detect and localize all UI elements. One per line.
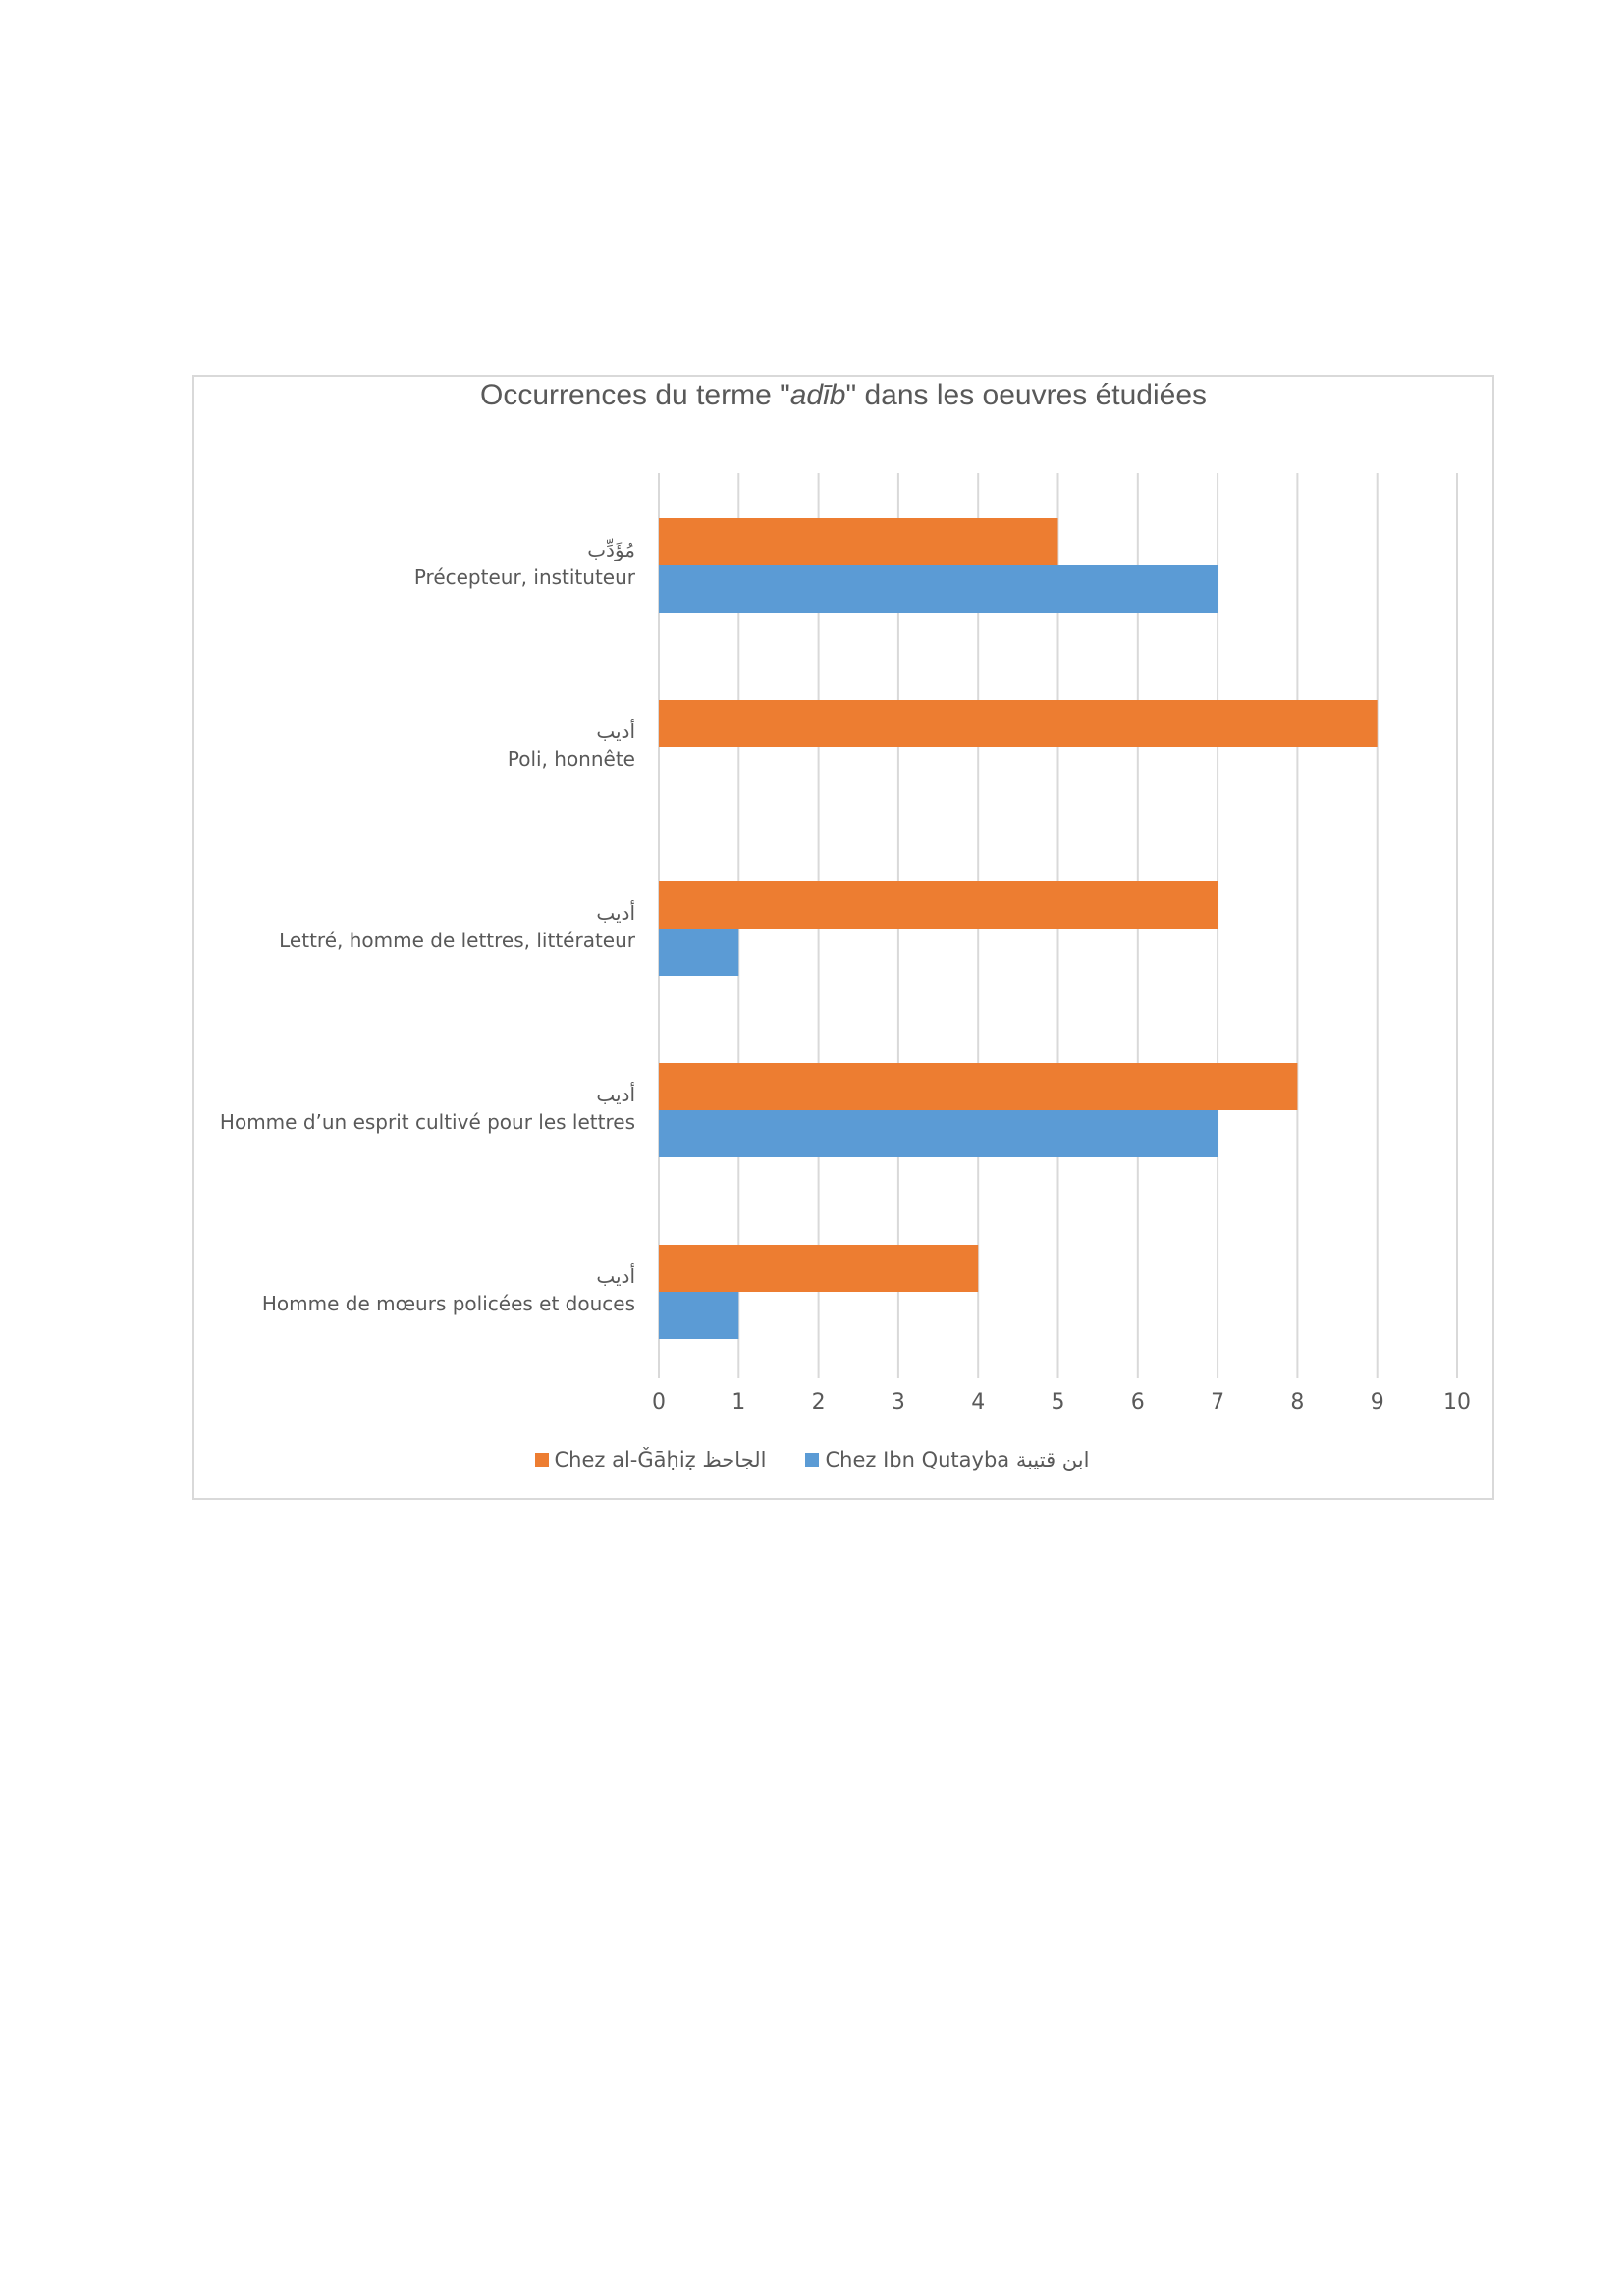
x-tick-7: 7 [1211, 1390, 1225, 1415]
chart-title-emphasis: adīb [789, 379, 846, 411]
legend-item-qutayba: Chez Ibn Qutayba ابن قتيبة [805, 1448, 1089, 1471]
category-label-2: أديب Lettré, homme de lettres, littérateu… [279, 899, 635, 954]
bar-qutayba-2 [659, 929, 739, 976]
chart-title-prefix: Occurrences du terme " [479, 379, 790, 411]
legend-swatch-jahiz [534, 1453, 549, 1467]
category-arabic-2: أديب [596, 901, 635, 925]
bar-qutayba-4 [659, 1292, 739, 1339]
legend: Chez al-Ǧāḥiẓ الجاحظ Chez Ibn Qutayba اب… [0, 1448, 1624, 1471]
x-tick-9: 9 [1370, 1390, 1384, 1415]
category-label-4: أديب Homme de mœurs policées et douces [262, 1262, 635, 1317]
x-tick-2: 2 [811, 1390, 826, 1415]
legend-swatch-qutayba [805, 1453, 820, 1467]
x-tick-5: 5 [1051, 1390, 1065, 1415]
x-tick-0: 0 [652, 1390, 666, 1415]
bar-jahiz-2 [659, 881, 1218, 929]
category-text-3: Homme d’un esprit cultivé pour les lettr… [219, 1110, 635, 1134]
x-tick-6: 6 [1130, 1390, 1145, 1415]
bar-qutayba-0 [659, 565, 1218, 613]
category-label-1: أديب Poli, honnête [508, 718, 635, 773]
category-arabic-0: مُؤَدِّب [587, 538, 635, 561]
bar-jahiz-0 [659, 518, 1058, 565]
legend-item-jahiz: Chez al-Ǧāḥiẓ الجاحظ [534, 1448, 767, 1471]
bar-jahiz-1 [659, 700, 1378, 747]
x-tick-8: 8 [1290, 1390, 1305, 1415]
bar-qutayba-3 [659, 1110, 1218, 1157]
category-text-0: Précepteur, instituteur [413, 565, 635, 589]
category-label-3: أديب Homme d’un esprit cultivé pour les l… [220, 1081, 635, 1136]
x-tick-1: 1 [731, 1390, 746, 1415]
x-tick-10: 10 [1443, 1390, 1471, 1415]
chart-title-suffix: " dans les oeuvres étudiées [845, 379, 1208, 411]
category-arabic-3: أديب [596, 1083, 635, 1106]
category-text-1: Poli, honnête [507, 747, 635, 771]
category-label-0: مُؤَدِّب Précepteur, instituteur [414, 536, 635, 591]
legend-label-jahiz: Chez al-Ǧāḥiẓ الجاحظ [554, 1448, 767, 1471]
chart-title: Occurrences du terme "adīb" dans les oeu… [192, 379, 1494, 412]
category-arabic-4: أديب [596, 1264, 635, 1288]
bar-jahiz-3 [659, 1063, 1298, 1110]
bar-jahiz-4 [659, 1245, 979, 1292]
x-tick-3: 3 [891, 1390, 905, 1415]
legend-label-qutayba: Chez Ibn Qutayba ابن قتيبة [825, 1448, 1090, 1471]
category-arabic-1: أديب [596, 720, 635, 743]
category-text-4: Homme de mœurs policées et douces [261, 1292, 635, 1315]
category-text-2: Lettré, homme de lettres, littérateur [279, 929, 635, 952]
x-tick-4: 4 [971, 1390, 986, 1415]
